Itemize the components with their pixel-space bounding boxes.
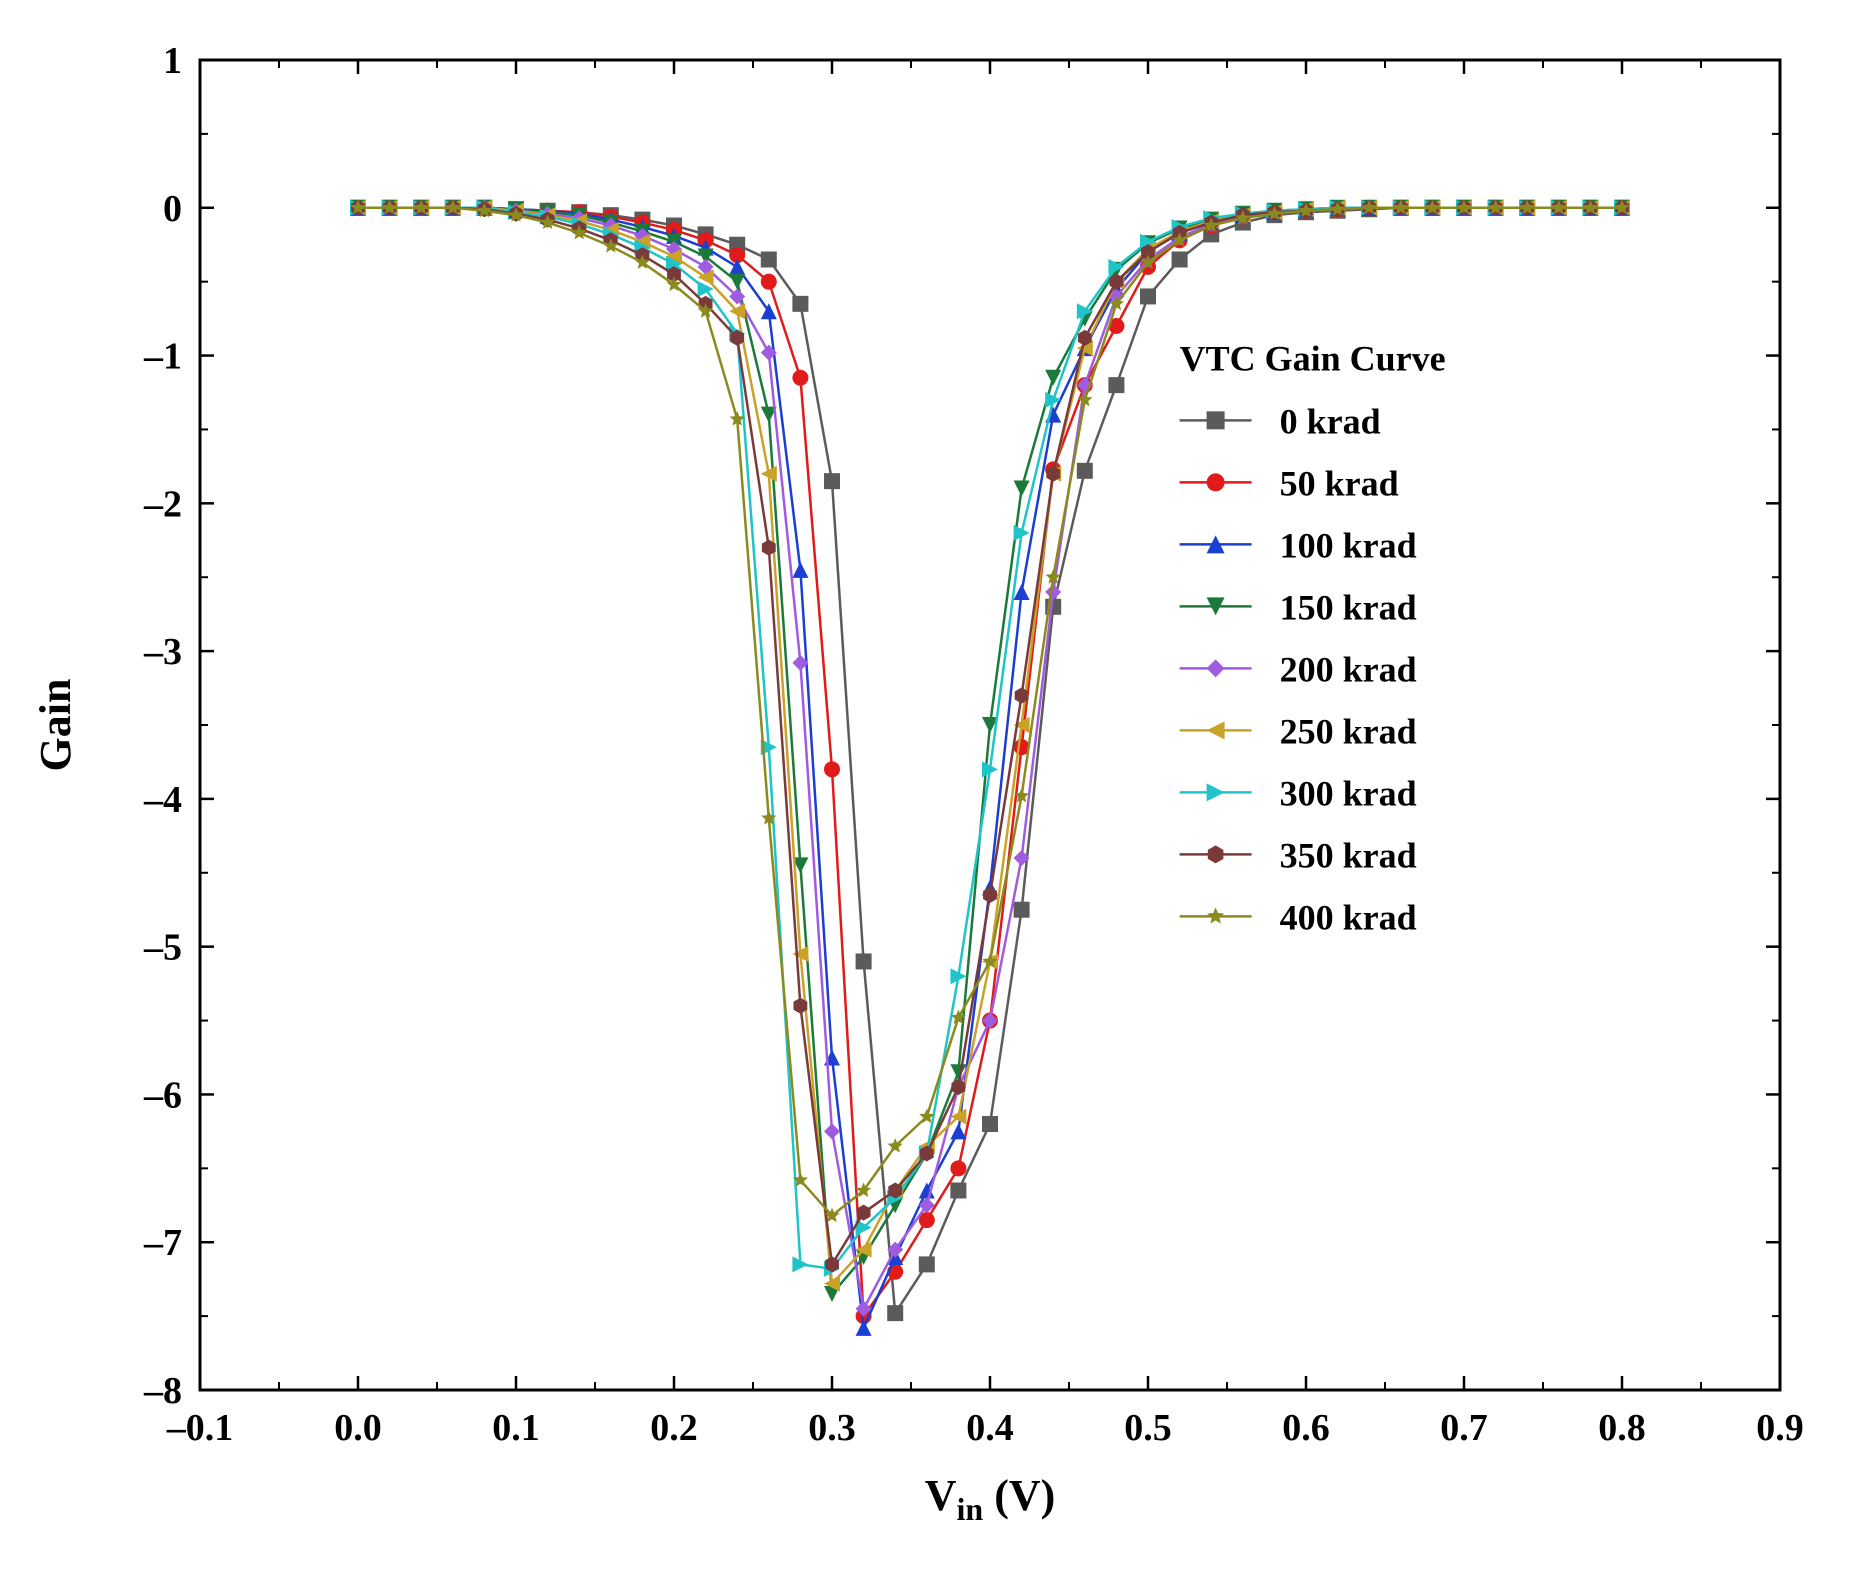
svg-text:1: 1 xyxy=(163,40,182,82)
svg-text:150 krad: 150 krad xyxy=(1280,587,1417,627)
svg-text:0.0: 0.0 xyxy=(334,1407,382,1449)
svg-text:Gain: Gain xyxy=(31,679,80,772)
chart-container: –0.1 0.0 0.1 0.2 0.3 0.4 0.5 0.6 0.7 0.8 0.9 –8 –7 –6… xyxy=(0,0,1872,1577)
svg-text:0.4: 0.4 xyxy=(966,1407,1014,1449)
svg-text:–6: –6 xyxy=(143,1074,182,1116)
svg-text:0 krad: 0 krad xyxy=(1280,401,1381,441)
svg-text:VTC Gain Curve: VTC Gain Curve xyxy=(1180,338,1446,378)
svg-text:350 krad: 350 krad xyxy=(1280,835,1417,875)
svg-text:0.1: 0.1 xyxy=(492,1407,540,1449)
svg-text:300 krad: 300 krad xyxy=(1280,773,1417,813)
svg-text:100 krad: 100 krad xyxy=(1280,525,1417,565)
svg-text:–1: –1 xyxy=(143,336,182,378)
svg-text:0.8: 0.8 xyxy=(1598,1407,1646,1449)
svg-text:250 krad: 250 krad xyxy=(1280,711,1417,751)
svg-text:0: 0 xyxy=(163,188,182,230)
svg-text:–2: –2 xyxy=(143,483,182,525)
svg-text:0.9: 0.9 xyxy=(1756,1407,1804,1449)
svg-text:–7: –7 xyxy=(143,1222,182,1264)
svg-text:–4: –4 xyxy=(143,779,182,821)
svg-text:–3: –3 xyxy=(143,631,182,673)
svg-text:–8: –8 xyxy=(143,1370,182,1412)
svg-text:50 krad: 50 krad xyxy=(1280,463,1399,503)
svg-text:0.5: 0.5 xyxy=(1124,1407,1172,1449)
svg-text:0.3: 0.3 xyxy=(808,1407,856,1449)
svg-text:200 krad: 200 krad xyxy=(1280,649,1417,689)
svg-text:400 krad: 400 krad xyxy=(1280,897,1417,937)
svg-text:Vin (V): Vin (V) xyxy=(925,1471,1056,1527)
svg-text:–5: –5 xyxy=(143,927,182,969)
svg-text:0.2: 0.2 xyxy=(650,1407,698,1449)
svg-text:–0.1: –0.1 xyxy=(166,1407,234,1449)
svg-text:0.7: 0.7 xyxy=(1440,1407,1488,1449)
svg-text:0.6: 0.6 xyxy=(1282,1407,1330,1449)
chart-svg: –0.1 0.0 0.1 0.2 0.3 0.4 0.5 0.6 0.7 0.8 0.9 –8 –7 –6… xyxy=(0,0,1872,1577)
